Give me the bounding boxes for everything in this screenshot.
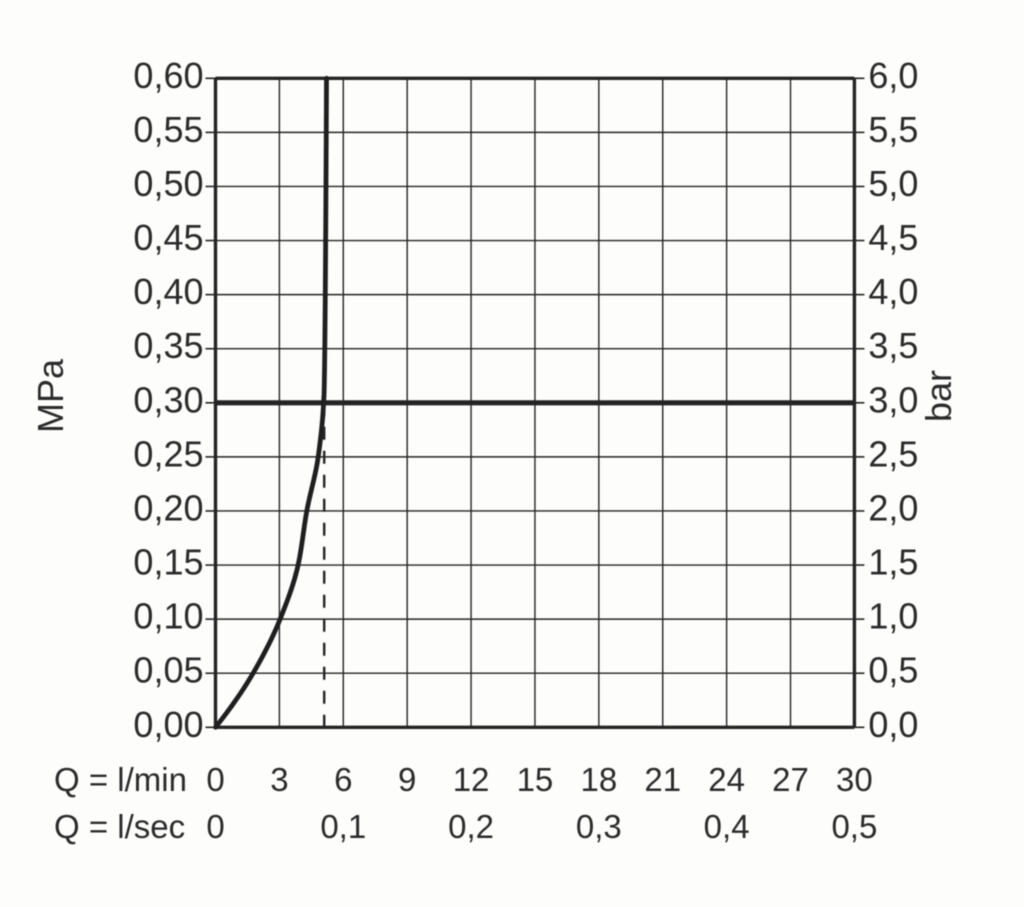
svg-text:bar: bar <box>918 370 959 422</box>
svg-text:MPa: MPa <box>30 358 71 433</box>
svg-text:0,4: 0,4 <box>704 808 750 845</box>
svg-text:0: 0 <box>206 761 224 798</box>
svg-text:0,05: 0,05 <box>133 650 203 691</box>
svg-text:3,0: 3,0 <box>868 379 918 420</box>
svg-text:12: 12 <box>453 761 490 798</box>
svg-text:21: 21 <box>644 761 681 798</box>
svg-text:0,00: 0,00 <box>133 704 203 745</box>
svg-text:5,5: 5,5 <box>868 109 918 150</box>
svg-text:0,45: 0,45 <box>133 217 203 258</box>
svg-text:15: 15 <box>517 761 554 798</box>
svg-text:0,0: 0,0 <box>868 704 918 745</box>
svg-text:0,3: 0,3 <box>576 808 622 845</box>
svg-text:6: 6 <box>334 761 352 798</box>
svg-text:0,5: 0,5 <box>831 808 877 845</box>
svg-text:0,5: 0,5 <box>868 650 918 691</box>
svg-text:Q = l/min: Q = l/min <box>54 761 187 798</box>
svg-text:5,0: 5,0 <box>868 163 918 204</box>
svg-text:18: 18 <box>580 761 617 798</box>
svg-text:0: 0 <box>206 808 224 845</box>
svg-text:4,5: 4,5 <box>868 217 918 258</box>
svg-text:1,0: 1,0 <box>868 596 918 637</box>
svg-text:0,30: 0,30 <box>133 379 203 420</box>
svg-text:Q = l/sec: Q = l/sec <box>54 808 185 845</box>
svg-text:0,10: 0,10 <box>133 596 203 637</box>
svg-text:2,0: 2,0 <box>868 487 918 528</box>
svg-text:4,0: 4,0 <box>868 271 918 312</box>
svg-text:0,25: 0,25 <box>133 433 203 474</box>
svg-text:1,5: 1,5 <box>868 542 918 583</box>
svg-text:27: 27 <box>772 761 809 798</box>
svg-text:0,15: 0,15 <box>133 542 203 583</box>
svg-text:30: 30 <box>836 761 873 798</box>
svg-text:6,0: 6,0 <box>868 55 918 96</box>
svg-text:24: 24 <box>708 761 745 798</box>
svg-text:0,50: 0,50 <box>133 163 203 204</box>
svg-text:2,5: 2,5 <box>868 433 918 474</box>
svg-text:3: 3 <box>270 761 288 798</box>
svg-text:9: 9 <box>398 761 416 798</box>
svg-text:0,60: 0,60 <box>133 55 203 96</box>
svg-text:0,55: 0,55 <box>133 109 203 150</box>
svg-text:0,2: 0,2 <box>448 808 494 845</box>
svg-text:0,20: 0,20 <box>133 487 203 528</box>
svg-text:0,40: 0,40 <box>133 271 203 312</box>
svg-text:3,5: 3,5 <box>868 325 918 366</box>
svg-text:0,1: 0,1 <box>320 808 366 845</box>
svg-text:0,35: 0,35 <box>133 325 203 366</box>
